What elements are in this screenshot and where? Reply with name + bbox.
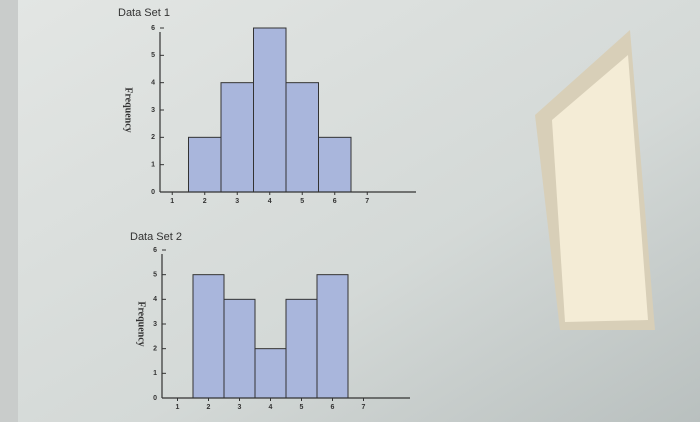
x-tick-label: 2 [203, 198, 207, 205]
histogram-bar [318, 136, 352, 193]
window-glare [552, 55, 648, 322]
chart-title: Data Set 1 [118, 7, 170, 19]
histogram-bar [254, 348, 287, 399]
histogram-bar [285, 82, 319, 193]
y-tick-label: 6 [151, 25, 155, 32]
histogram-bar [285, 298, 318, 399]
x-tick-label: 6 [333, 198, 337, 205]
x-tick-label: 7 [362, 404, 366, 411]
x-tick-label: 7 [365, 198, 369, 205]
x-tick-label: 6 [331, 404, 335, 411]
histogram-bar [192, 274, 225, 399]
y-tick-label: 0 [151, 189, 155, 196]
histogram-bar [253, 27, 287, 193]
x-tick-label: 3 [235, 198, 239, 205]
y-tick-label: 3 [153, 321, 157, 328]
x-tick-label: 4 [269, 404, 273, 411]
y-tick-label: 0 [153, 395, 157, 402]
x-tick-label: 5 [300, 404, 304, 411]
y-tick-label: 2 [153, 346, 157, 353]
y-tick-label: 6 [153, 247, 157, 254]
y-tick-label: 4 [153, 296, 157, 303]
y-tick-label: 4 [151, 80, 155, 87]
histogram-bar [220, 82, 254, 193]
x-tick-label: 5 [300, 198, 304, 205]
y-tick-label: 5 [151, 52, 155, 59]
x-tick-label: 2 [207, 404, 211, 411]
x-tick-label: 4 [268, 198, 272, 205]
y-axis-label: Frequency [136, 301, 147, 346]
y-tick-label: 2 [151, 134, 155, 141]
x-tick-label: 1 [176, 404, 180, 411]
y-axis-label: Frequency [123, 87, 134, 132]
histogram-bar [223, 298, 256, 399]
y-tick-label: 1 [153, 370, 157, 377]
y-tick-label: 3 [151, 107, 155, 114]
x-tick-label: 3 [238, 404, 242, 411]
histogram-bar [188, 136, 222, 193]
x-tick-label: 1 [170, 198, 174, 205]
y-tick-label: 5 [153, 272, 157, 279]
chart-title: Data Set 2 [130, 231, 182, 243]
histogram-bar [316, 274, 349, 399]
screen-edge [0, 0, 18, 422]
y-tick-label: 1 [151, 162, 155, 169]
